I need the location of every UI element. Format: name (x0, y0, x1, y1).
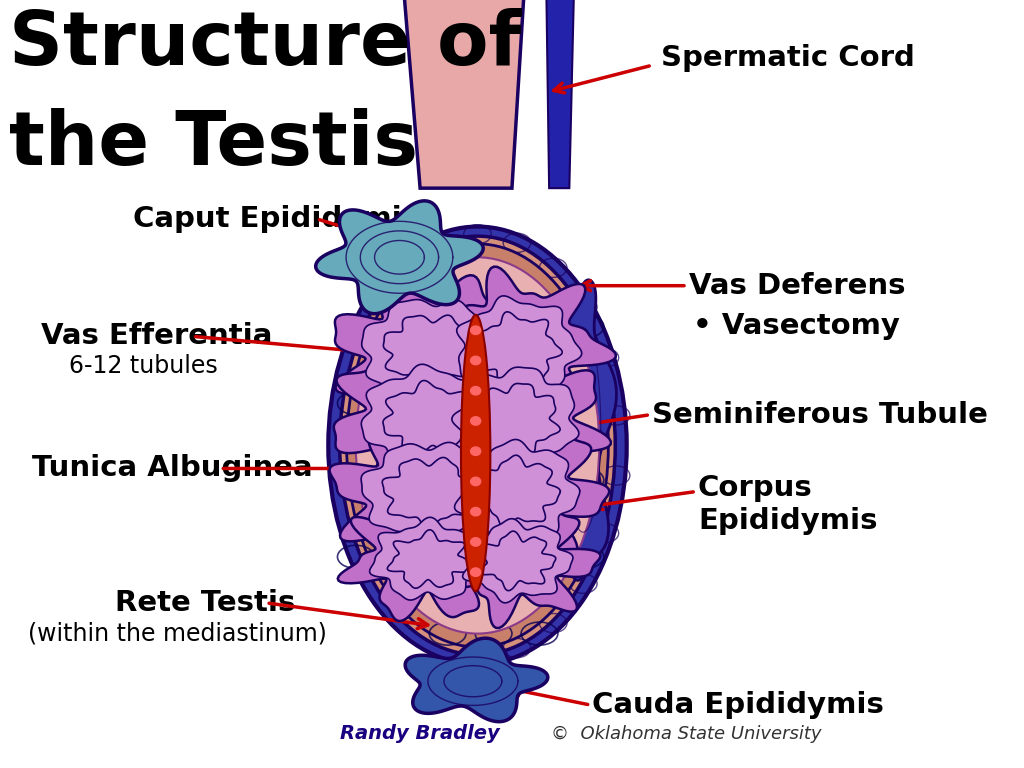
Ellipse shape (329, 227, 627, 664)
Polygon shape (382, 458, 477, 529)
Text: Seminiferous Tubule: Seminiferous Tubule (652, 401, 988, 429)
Polygon shape (471, 383, 560, 455)
Text: • Vasectomy: • Vasectomy (693, 313, 900, 340)
Polygon shape (361, 442, 498, 545)
Text: ©  Oklahoma State University: © Oklahoma State University (551, 725, 821, 743)
Polygon shape (330, 418, 532, 574)
Circle shape (471, 386, 480, 395)
Text: Vas Deferens: Vas Deferens (689, 272, 905, 300)
Text: Caput Epididymis: Caput Epididymis (133, 205, 419, 233)
Polygon shape (478, 531, 556, 591)
Text: Structure of: Structure of (9, 8, 521, 81)
Polygon shape (463, 518, 572, 603)
Circle shape (471, 508, 480, 516)
Polygon shape (361, 364, 500, 468)
Polygon shape (387, 530, 469, 588)
Polygon shape (315, 200, 483, 313)
Text: Cauda Epididymis: Cauda Epididymis (592, 691, 884, 719)
Circle shape (471, 326, 480, 335)
Polygon shape (334, 335, 537, 494)
Text: Epididymis: Epididymis (698, 507, 878, 535)
Polygon shape (383, 315, 478, 388)
Text: the Testis: the Testis (9, 108, 418, 180)
Text: Vas Efferentia: Vas Efferentia (41, 323, 272, 350)
Polygon shape (452, 367, 579, 471)
Text: Corpus: Corpus (698, 474, 813, 502)
Polygon shape (406, 638, 548, 722)
Ellipse shape (461, 315, 490, 591)
Ellipse shape (340, 237, 615, 654)
Ellipse shape (355, 257, 599, 634)
Polygon shape (457, 296, 582, 401)
Circle shape (471, 538, 480, 546)
Circle shape (471, 417, 480, 425)
Text: Spermatic Cord: Spermatic Cord (662, 44, 915, 71)
Polygon shape (417, 345, 611, 499)
Polygon shape (550, 280, 616, 581)
Polygon shape (338, 491, 515, 621)
Circle shape (471, 477, 480, 485)
Text: (within the mediastinum): (within the mediastinum) (28, 621, 327, 646)
Polygon shape (361, 300, 500, 404)
Polygon shape (431, 495, 600, 628)
Circle shape (471, 447, 480, 455)
Polygon shape (425, 266, 615, 424)
Text: Rete Testis: Rete Testis (115, 589, 295, 617)
Polygon shape (547, 0, 573, 188)
Polygon shape (473, 455, 560, 527)
Text: Randy Bradley: Randy Bradley (340, 723, 500, 743)
Polygon shape (370, 518, 486, 600)
Circle shape (471, 356, 480, 365)
Polygon shape (475, 312, 562, 385)
Polygon shape (383, 380, 478, 453)
Polygon shape (455, 439, 580, 542)
Ellipse shape (347, 243, 608, 647)
Text: 6-12 tubules: 6-12 tubules (69, 354, 218, 379)
Polygon shape (421, 412, 609, 570)
Polygon shape (401, 0, 525, 188)
Circle shape (471, 568, 480, 576)
Text: Tunica Albuginea: Tunica Albuginea (32, 455, 312, 482)
Polygon shape (335, 275, 537, 433)
